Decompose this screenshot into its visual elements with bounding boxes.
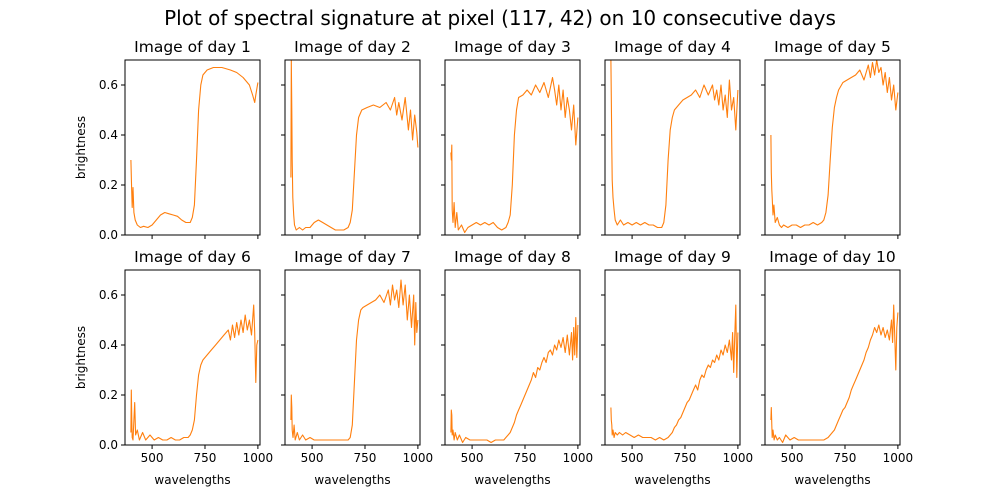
y-tick-label: 0.6: [99, 78, 118, 92]
panel-title: Image of day 8: [454, 248, 571, 266]
x-tick-label: 500: [781, 451, 804, 465]
spectral-line: [770, 60, 899, 229]
axes-frame: [764, 269, 901, 446]
panel-title: Image of day 3: [454, 38, 571, 56]
x-axis-label: wavelengths: [474, 473, 550, 487]
x-tick-label: 750: [514, 451, 537, 465]
figure-title: Plot of spectral signature at pixel (117…: [164, 6, 836, 30]
panel-title: Image of day 10: [769, 248, 896, 266]
panel-title: Image of day 9: [614, 248, 731, 266]
spectral-line: [610, 60, 739, 229]
spectral-line: [450, 76, 579, 234]
spectral-line: [610, 304, 739, 441]
panel-8: Image of day 8 500 750 1000 wavelengths: [441, 248, 593, 487]
x-tick-label: 500: [461, 451, 484, 465]
x-tick-label: 750: [354, 451, 377, 465]
x-axis-label: wavelengths: [314, 473, 390, 487]
panel-6: Image of day 6 0.0 0.2 0.4 0.6 500 750 1000 brig…: [74, 248, 273, 487]
x-axis-label: wavelengths: [154, 473, 230, 487]
panel-3: Image of day 3: [441, 38, 581, 239]
y-tick-label: 0.4: [99, 338, 118, 352]
x-tick-label: 500: [141, 451, 164, 465]
spectral-line: [130, 304, 259, 441]
x-tick-label: 750: [834, 451, 857, 465]
panel-5: Image of day 5: [761, 38, 901, 239]
panel-title: Image of day 4: [614, 38, 731, 56]
panel-title: Image of day 5: [774, 38, 891, 56]
axes-frame: [444, 269, 581, 446]
axes-frame: [604, 269, 741, 446]
y-tick-label: 0.0: [99, 228, 118, 242]
x-tick-label: 750: [674, 451, 697, 465]
spectral-line: [130, 66, 259, 229]
axes-frame: [124, 269, 261, 446]
spectral-line: [770, 304, 899, 444]
y-tick-label: 0.2: [99, 178, 118, 192]
spectral-line: [290, 60, 419, 231]
panel-4: Image of day 4: [601, 38, 741, 239]
panel-2: Image of day 2: [281, 38, 421, 239]
spectral-line: [450, 316, 579, 444]
axes-frame: [764, 59, 901, 236]
y-tick-label: 0.4: [99, 128, 118, 142]
x-tick-label: 1000: [563, 451, 594, 465]
x-tick-label: 1000: [243, 451, 274, 465]
x-axis-label: wavelengths: [794, 473, 870, 487]
axes-frame: [444, 59, 581, 236]
panel-1: Image of day 1 0.0 0.2 0.4 0.6 brightness: [74, 38, 261, 242]
spectral-line: [290, 279, 419, 441]
x-tick-label: 500: [621, 451, 644, 465]
panel-title: Image of day 7: [294, 248, 411, 266]
x-tick-label: 750: [194, 451, 217, 465]
axes-frame: [284, 59, 421, 236]
y-tick-label: 0.6: [99, 288, 118, 302]
panel-title: Image of day 2: [294, 38, 411, 56]
y-tick-label: 0.0: [99, 438, 118, 452]
x-tick-label: 1000: [723, 451, 754, 465]
axes-frame: [124, 59, 261, 236]
panel-9: Image of day 9 500 750 1000 wavelengths: [601, 248, 753, 487]
panel-title: Image of day 6: [134, 248, 251, 266]
y-axis-label: brightness: [74, 326, 88, 389]
panel-7: Image of day 7 500 750 1000 wavelengths: [281, 248, 433, 487]
panels-grid: Image of day 10.00.20.40.6brightnessImag…: [74, 38, 913, 487]
y-axis-label: brightness: [74, 116, 88, 179]
y-tick-label: 0.2: [99, 388, 118, 402]
x-tick-label: 500: [301, 451, 324, 465]
x-tick-label: 1000: [403, 451, 434, 465]
axes-frame: [284, 269, 421, 446]
x-axis-label: wavelengths: [634, 473, 710, 487]
x-tick-label: 1000: [883, 451, 914, 465]
panel-10: Image of day 10 500 750 1000 wavelengths: [761, 248, 913, 487]
axes-frame: [604, 59, 741, 236]
panel-title: Image of day 1: [134, 38, 251, 56]
